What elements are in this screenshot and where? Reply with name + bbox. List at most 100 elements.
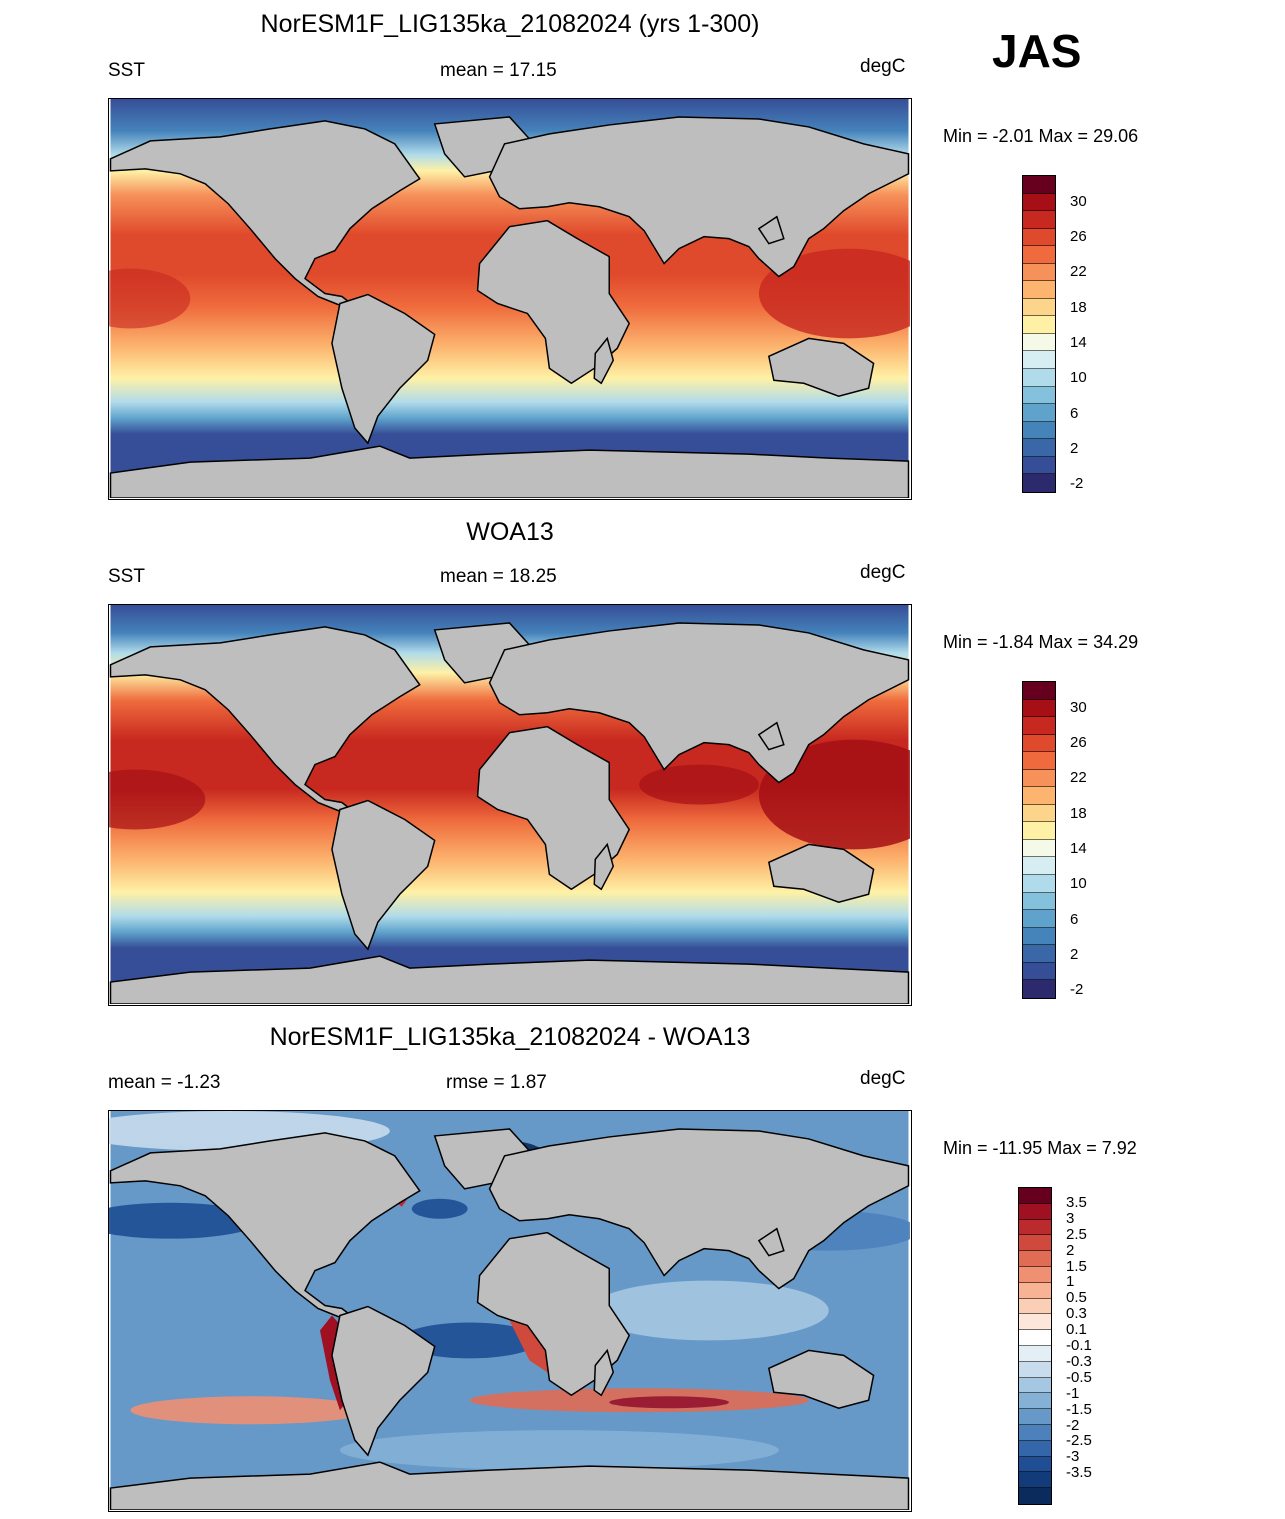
panel-2-map — [108, 604, 912, 1006]
colorbar-swatch — [1023, 734, 1055, 753]
colorbar-swatch — [1019, 1188, 1051, 1204]
colorbar-swatch — [1023, 717, 1055, 735]
colorbar-swatch — [1023, 193, 1055, 212]
panel-1-units-label: degC — [860, 56, 906, 77]
woa13-sst-map — [109, 605, 910, 1004]
colorbar-swatch — [1023, 839, 1055, 858]
colorbar-swatch — [1023, 892, 1055, 911]
colorbar-swatch — [1019, 1424, 1051, 1441]
colorbar-swatch — [1023, 421, 1055, 440]
colorbar-swatch — [1023, 404, 1055, 422]
colorbar-tick-label: 26 — [1070, 733, 1087, 751]
colorbar-swatch — [1023, 980, 1055, 998]
panel-1-title: NorESM1F_LIG135ka_21082024 (yrs 1-300) — [260, 10, 760, 38]
colorbar-swatch — [1019, 1251, 1051, 1267]
colorbar-swatch — [1019, 1235, 1051, 1252]
colorbar-tick-label: 0.5 — [1066, 1289, 1087, 1307]
colorbar-tick-label: -3.5 — [1066, 1464, 1092, 1482]
panel-2-mean-label: mean = 18.25 — [440, 566, 557, 587]
colorbar-swatch — [1023, 945, 1055, 963]
difference-colorbar — [1018, 1187, 1052, 1505]
colorbar-swatch — [1023, 699, 1055, 718]
colorbar-swatch — [1023, 787, 1055, 805]
colorbar-swatch — [1023, 752, 1055, 770]
colorbar-tick-label: -3 — [1066, 1448, 1080, 1466]
colorbar-tick-label: 1 — [1066, 1273, 1075, 1291]
panel-1-mean-label: mean = 17.15 — [440, 60, 557, 81]
colorbar-swatch — [1019, 1282, 1051, 1299]
colorbar-swatch — [1019, 1361, 1051, 1378]
colorbar-swatch — [1023, 769, 1055, 788]
colorbar-swatch — [1023, 211, 1055, 229]
colorbar-tick-label: 14 — [1070, 333, 1087, 351]
colorbar-swatch — [1019, 1393, 1051, 1410]
model-sst-map — [109, 99, 910, 498]
colorbar-tick-label: 6 — [1070, 404, 1079, 422]
panel-1-minmax: Min = -2.01 Max = 29.06 — [943, 126, 1139, 146]
colorbar-tick-label: 26 — [1070, 227, 1087, 245]
colorbar-tick-label: -0.5 — [1066, 1368, 1092, 1386]
colorbar-tick-label: 10 — [1070, 875, 1087, 893]
panel-1-variable-label: SST — [108, 60, 145, 81]
colorbar-tick-label: -0.3 — [1066, 1352, 1092, 1370]
colorbar-tick-label: 10 — [1070, 369, 1087, 387]
colorbar-swatch — [1019, 1472, 1051, 1489]
colorbar-tick-label: 22 — [1070, 769, 1087, 787]
colorbar-swatch — [1023, 474, 1055, 492]
colorbar-tick-label: 2.5 — [1066, 1225, 1087, 1243]
colorbar-swatch — [1019, 1409, 1051, 1425]
colorbar-swatch — [1019, 1488, 1051, 1504]
colorbar-swatch — [1019, 1298, 1051, 1315]
colorbar-tick-label: 2 — [1070, 439, 1079, 457]
colorbar-swatch — [1019, 1203, 1051, 1220]
colorbar-tick-label: 22 — [1070, 263, 1087, 281]
panel-2-units-label: degC — [860, 562, 906, 583]
colorbar-swatch — [1023, 298, 1055, 317]
colorbar-swatch — [1023, 316, 1055, 334]
colorbar-swatch — [1023, 386, 1055, 405]
panel-2-variable-label: SST — [108, 566, 145, 587]
colorbar-tick-label: 30 — [1070, 698, 1087, 716]
panel-3-title: NorESM1F_LIG135ka_21082024 - WOA13 — [269, 1023, 751, 1051]
colorbar-swatch — [1023, 351, 1055, 370]
colorbar-tick-label: 18 — [1070, 298, 1087, 316]
colorbar-tick-label: 0.3 — [1066, 1305, 1087, 1323]
colorbar-tick-label: -2 — [1070, 981, 1084, 999]
panel-2-title: WOA13 — [466, 518, 554, 546]
colorbar-tick-label: 18 — [1070, 804, 1087, 822]
colorbar-swatch — [1023, 228, 1055, 247]
colorbar-swatch — [1019, 1314, 1051, 1331]
colorbar-swatch — [1023, 910, 1055, 928]
colorbar-tick-label: -1 — [1066, 1384, 1080, 1402]
sst-colorbar-1 — [1022, 175, 1056, 493]
difference-map — [109, 1111, 910, 1510]
colorbar-tick-label: 3 — [1066, 1209, 1075, 1227]
panel-3-minmax: Min = -11.95 Max = 7.92 — [943, 1138, 1137, 1158]
panel-3-rmse-label: rmse = 1.87 — [446, 1072, 547, 1093]
panel-3-units-label: degC — [860, 1068, 906, 1089]
colorbar-swatch — [1023, 875, 1055, 893]
colorbar-swatch — [1023, 176, 1055, 194]
colorbar-swatch — [1023, 456, 1055, 475]
colorbar-swatch — [1019, 1440, 1051, 1457]
colorbar-swatch — [1023, 281, 1055, 299]
colorbar-swatch — [1023, 246, 1055, 264]
colorbar-swatch — [1019, 1330, 1051, 1346]
colorbar-tick-label: -1.5 — [1066, 1400, 1092, 1418]
colorbar-swatch — [1023, 333, 1055, 352]
colorbar-tick-label: 3.5 — [1066, 1193, 1087, 1211]
colorbar-swatch — [1023, 682, 1055, 700]
colorbar-tick-label: 0.1 — [1066, 1321, 1087, 1339]
colorbar-tick-label: 1.5 — [1066, 1257, 1087, 1275]
panel-1-map — [108, 98, 912, 500]
colorbar-tick-label: -2 — [1066, 1416, 1080, 1434]
colorbar-swatch — [1019, 1456, 1051, 1473]
colorbar-tick-label: -2 — [1070, 475, 1084, 493]
colorbar-swatch — [1023, 927, 1055, 946]
colorbar-tick-label: 6 — [1070, 910, 1079, 928]
colorbar-tick-label: -2.5 — [1066, 1432, 1092, 1450]
panel-2-minmax: Min = -1.84 Max = 34.29 — [943, 632, 1139, 652]
colorbar-swatch — [1019, 1377, 1051, 1394]
colorbar-swatch — [1023, 439, 1055, 457]
colorbar-swatch — [1019, 1266, 1051, 1283]
